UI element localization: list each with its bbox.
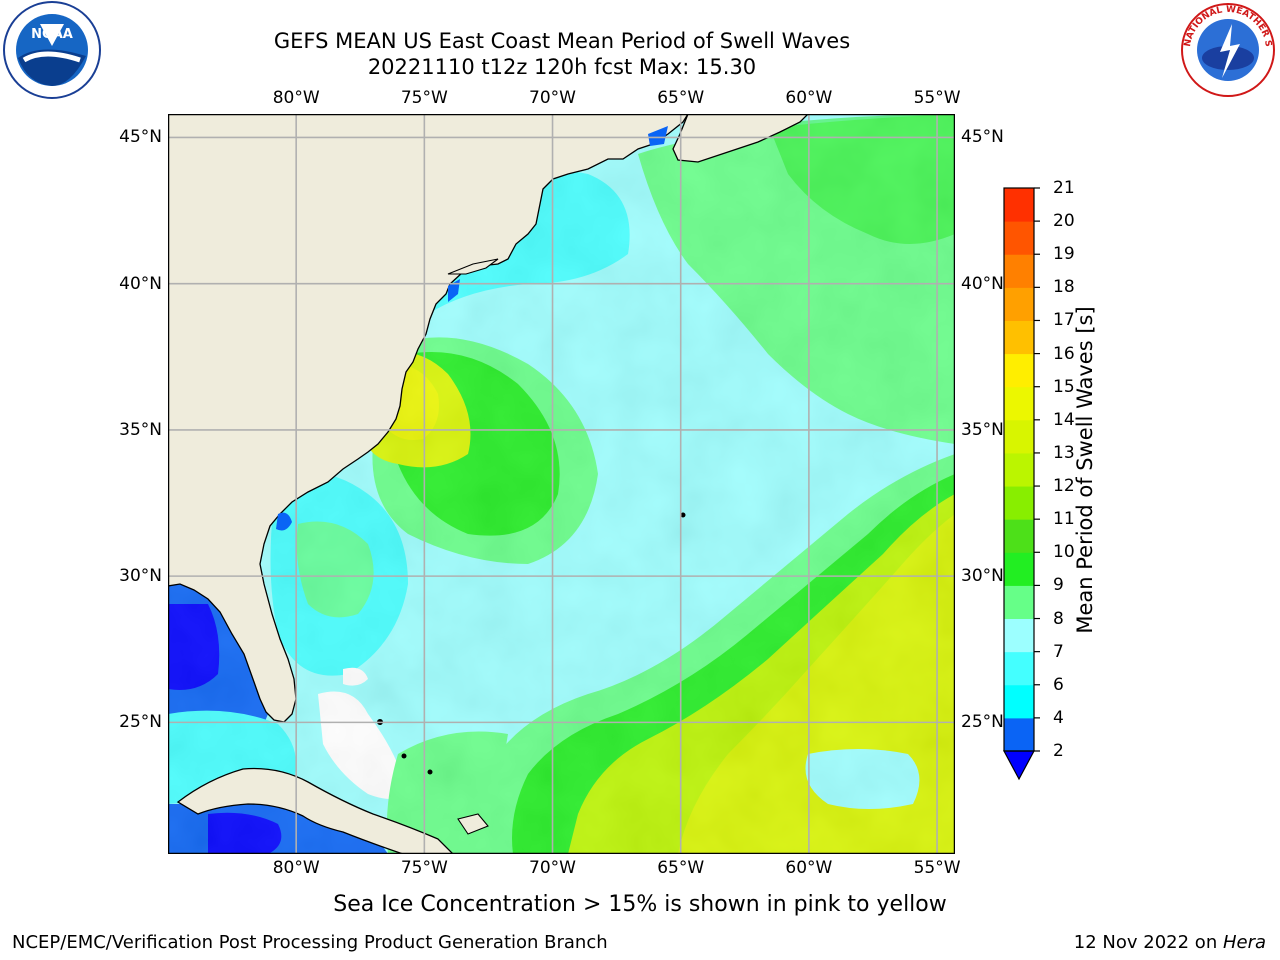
lat-tick-label-left: 30°N bbox=[119, 566, 162, 587]
colorbar-band bbox=[1004, 452, 1034, 487]
colorbar-band bbox=[1004, 486, 1034, 520]
land-north-america bbox=[169, 115, 689, 723]
colorbar-tick-label: 8 bbox=[1053, 608, 1064, 629]
lon-tick-label-top: 60°W bbox=[785, 88, 833, 108]
map-frame bbox=[167, 113, 956, 855]
nws-logo: NATIONAL WEATHER SERVICE bbox=[1175, 0, 1278, 100]
noaa-logo: NOAA bbox=[0, 0, 104, 104]
lat-tick-label-right: 45°N bbox=[961, 127, 1004, 148]
land-long-island bbox=[447, 258, 499, 275]
chart-title: GEFS MEAN US East Coast Mean Period of S… bbox=[273, 29, 851, 53]
colorbar-tick-label: 4 bbox=[1053, 707, 1064, 728]
colorbar-band bbox=[1004, 519, 1034, 553]
colorbar-tick-label: 15 bbox=[1053, 376, 1075, 397]
lat-tick-label-right: 35°N bbox=[961, 419, 1004, 440]
colorbar-band bbox=[1004, 651, 1034, 686]
colorbar-tick-label: 19 bbox=[1053, 244, 1075, 265]
sea-ice-caption: Sea Ice Concentration > 15% is shown in … bbox=[333, 892, 947, 917]
lat-tick-label-right: 25°N bbox=[961, 712, 1004, 733]
colorbar-tick-label: 7 bbox=[1053, 641, 1064, 662]
colorbar-tick-label: 17 bbox=[1053, 310, 1075, 331]
lon-tick-label-top: 65°W bbox=[657, 88, 705, 108]
colorbar-band bbox=[1004, 320, 1034, 355]
colorbar-band bbox=[1004, 618, 1034, 653]
footer-date-text: 12 Nov 2022 on bbox=[1073, 932, 1223, 953]
lat-tick-label-left: 35°N bbox=[119, 419, 162, 440]
colorbar bbox=[1000, 186, 1048, 786]
colorbar-band bbox=[1004, 254, 1034, 288]
island-marker bbox=[427, 769, 433, 775]
colorbar-tick-label: 13 bbox=[1053, 442, 1075, 463]
colorbar-band bbox=[1004, 419, 1034, 454]
colorbar-band bbox=[1004, 585, 1034, 620]
lat-tick-label-left: 45°N bbox=[119, 127, 162, 148]
colorbar-tick-label: 11 bbox=[1053, 509, 1075, 530]
colorbar-tick-label: 18 bbox=[1053, 277, 1075, 298]
lat-tick-label-right: 40°N bbox=[961, 273, 1004, 294]
lon-tick-label-bottom: 80°W bbox=[272, 858, 320, 878]
colorbar-tick-label: 14 bbox=[1053, 409, 1075, 430]
grid bbox=[168, 114, 955, 854]
colorbar-band bbox=[1004, 552, 1034, 586]
lon-tick-label-bottom: 65°W bbox=[657, 858, 705, 878]
map-panel bbox=[167, 113, 956, 855]
nearshore-blue-ga bbox=[276, 512, 292, 531]
island-marker bbox=[401, 753, 407, 759]
swell-period-map bbox=[167, 113, 956, 855]
colorbar-label: Mean Period of Swell Waves [s] bbox=[1073, 306, 1097, 634]
lon-tick-label-bottom: 75°W bbox=[400, 858, 448, 878]
nearshore-blue-nj bbox=[448, 279, 460, 302]
noaa-logo-text: NOAA bbox=[31, 27, 73, 42]
colorbar-tick-label: 20 bbox=[1053, 211, 1075, 232]
lat-tick-label-left: 25°N bbox=[119, 712, 162, 733]
colorbar-band bbox=[1004, 287, 1034, 321]
nearshore-blue-bof bbox=[648, 126, 668, 146]
lon-tick-label-bottom: 60°W bbox=[785, 858, 833, 878]
colorbar-tick-label: 12 bbox=[1053, 476, 1075, 497]
colorbar-frame bbox=[1003, 187, 1035, 752]
bermuda-marker bbox=[680, 512, 686, 518]
colorbar-tick-label: 10 bbox=[1053, 542, 1075, 563]
colorbar-band bbox=[1004, 717, 1034, 752]
colorbar-band bbox=[1004, 353, 1034, 388]
colorbar-band bbox=[1004, 221, 1034, 255]
colorbar-band bbox=[1004, 386, 1034, 421]
land-hispaniola bbox=[457, 813, 489, 835]
lat-tick-label-left: 40°N bbox=[119, 273, 162, 294]
lon-tick-label-bottom: 55°W bbox=[913, 858, 961, 878]
land-cuba bbox=[176, 767, 453, 853]
footer-host: Hera bbox=[1222, 932, 1266, 953]
lon-tick-label-bottom: 70°W bbox=[529, 858, 576, 878]
colorbar-under-arrow bbox=[1002, 750, 1036, 781]
chart-subtitle: 20221110 t12z 120h fcst Max: 15.30 bbox=[367, 55, 757, 79]
colorbar-tick-label: 9 bbox=[1053, 575, 1064, 596]
lon-tick-label-top: 55°W bbox=[913, 88, 961, 108]
lat-tick-label-right: 30°N bbox=[961, 566, 1004, 587]
colorbar-tick-label: 16 bbox=[1053, 343, 1075, 364]
footer-date: 12 Nov 2022 on Hera bbox=[1074, 932, 1266, 954]
colorbar-tick-label: 6 bbox=[1053, 674, 1064, 695]
colorbar-band bbox=[1004, 188, 1034, 222]
lon-tick-label-top: 75°W bbox=[400, 88, 448, 108]
lon-tick-label-top: 70°W bbox=[529, 88, 576, 108]
land-maritimes bbox=[672, 115, 808, 163]
lon-tick-label-top: 80°W bbox=[272, 88, 320, 108]
colorbar-band bbox=[1004, 684, 1034, 719]
footer-credit: NCEP/EMC/Verification Post Processing Pr… bbox=[12, 932, 608, 953]
colorbar-tick-label: 21 bbox=[1053, 178, 1075, 198]
colorbar-tick-label: 2 bbox=[1053, 741, 1064, 761]
